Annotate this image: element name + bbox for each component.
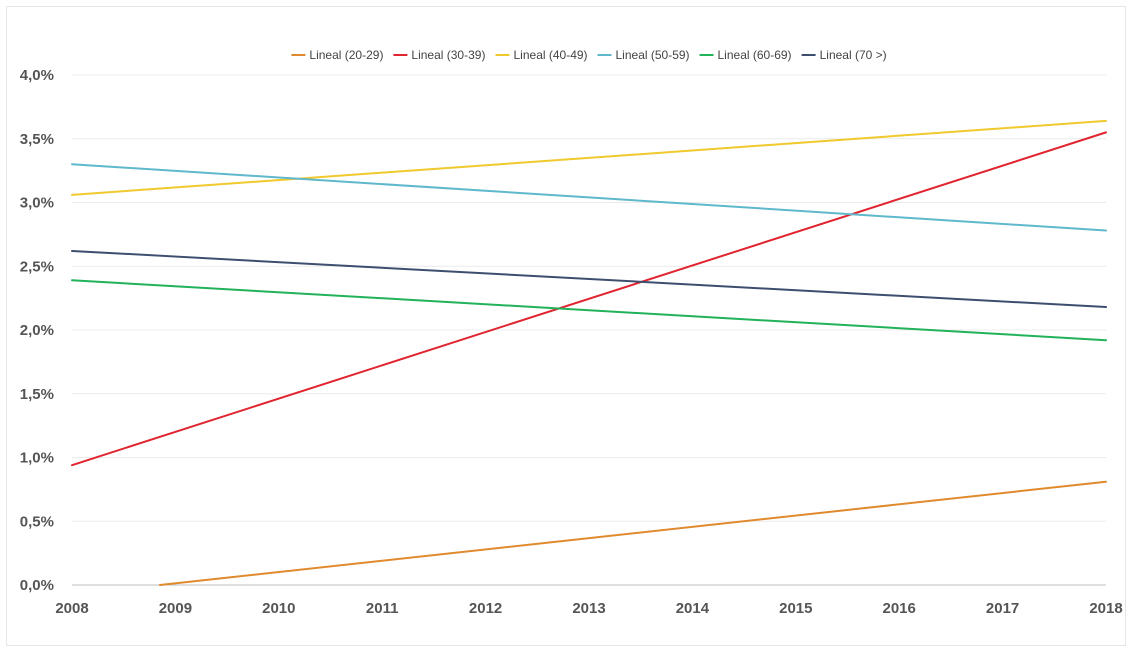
x-tick-label: 2018 — [1089, 600, 1122, 617]
legend-label: Lineal (30-39) — [411, 48, 485, 62]
x-tick-label: 2014 — [676, 600, 710, 617]
y-tick-label: 0,0% — [20, 577, 54, 594]
x-tick-label: 2012 — [469, 600, 502, 617]
y-tick-label: 3,5% — [20, 131, 54, 148]
legend-item: Lineal (70 >) — [801, 48, 887, 62]
legend-label: Lineal (40-49) — [514, 48, 588, 62]
x-tick-label: 2009 — [159, 600, 192, 617]
x-tick-label: 2016 — [883, 600, 916, 617]
x-tick-label: 2010 — [262, 600, 295, 617]
legend-label: Lineal (60-69) — [718, 48, 792, 62]
y-tick-label: 2,0% — [20, 322, 54, 339]
x-tick-label: 2011 — [366, 600, 399, 617]
legend-item: Lineal (40-49) — [495, 48, 588, 62]
series-line-lineal-60-69 — [71, 279, 1107, 342]
x-tick-label: 2017 — [986, 600, 1019, 617]
legend-label: Lineal (70 >) — [820, 48, 887, 62]
series-line-lineal-50-59 — [71, 163, 1107, 232]
series-line-lineal-30-39 — [71, 131, 1107, 467]
legend-item: Lineal (50-59) — [597, 48, 690, 62]
y-tick-label: 3,0% — [20, 195, 54, 212]
legend-label: Lineal (50-59) — [616, 48, 690, 62]
x-tick-label: 2013 — [572, 600, 605, 617]
x-tick-label: 2008 — [55, 600, 88, 617]
legend-item: Lineal (20-29) — [291, 48, 383, 62]
axes: 0,0% 0,5% 1,0% 1,5% 2,0% 2,5% 3,0% 3,5% 4,0% 2008… — [20, 67, 1123, 617]
gridlines — [72, 74, 1106, 522]
series-line-lineal-40-49 — [71, 119, 1107, 196]
y-tick-label: 0,5% — [20, 513, 54, 530]
legend-label: Lineal (20-29) — [309, 48, 383, 62]
chart-frame — [6, 6, 1126, 646]
y-tick-label: 1,0% — [20, 450, 54, 467]
x-tick-label: 2015 — [779, 600, 812, 617]
y-tick-label: 2,5% — [20, 258, 54, 275]
legend-item: Lineal (30-39) — [393, 48, 485, 62]
series-line-lineal-70 — [71, 249, 1107, 309]
y-tick-label: 1,5% — [20, 386, 54, 403]
series-line-lineal-20-29 — [158, 480, 1107, 586]
series-lines — [71, 119, 1107, 586]
legend-item: Lineal (60-69) — [699, 48, 792, 62]
legend: Lineal (20-29) Lineal (30-39) Lineal (40-4… — [291, 48, 887, 62]
y-tick-label: 4,0% — [20, 67, 54, 84]
